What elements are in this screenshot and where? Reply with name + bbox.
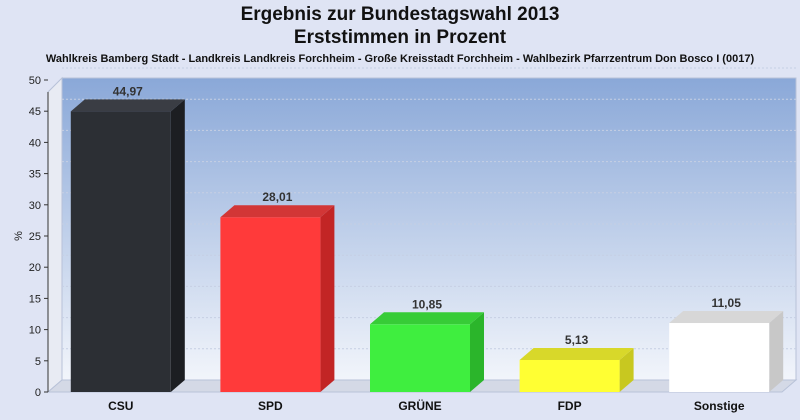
x-tick-label: CSU <box>108 399 133 413</box>
y-tick-label: 40 <box>29 137 41 149</box>
bar-top <box>70 99 185 112</box>
bar-front <box>370 324 470 392</box>
x-tick-label: FDP <box>558 399 582 413</box>
bar-front <box>519 359 620 392</box>
bar-sonstige <box>669 311 784 392</box>
y-tick-label: 15 <box>29 293 41 305</box>
y-tick-label: 0 <box>35 387 41 399</box>
bar-side <box>320 205 335 392</box>
value-label: 11,05 <box>712 296 742 310</box>
bar-fdp <box>519 347 634 392</box>
y-tick-label: 30 <box>29 200 41 212</box>
bar-grüne <box>370 312 484 392</box>
y-tick-label: 45 <box>29 106 41 118</box>
bar-spd <box>220 205 335 392</box>
y-tick-label: 35 <box>29 169 41 181</box>
bar-top <box>220 205 335 218</box>
y-tick-label: 5 <box>35 356 41 368</box>
y-tick-label: 50 <box>29 75 41 87</box>
y-axis-label: % <box>13 231 25 241</box>
bar-side <box>619 347 634 392</box>
chart-title-line1: Ergebnis zur Bundestagswahl 2013 <box>240 4 560 25</box>
value-label: 5,13 <box>565 333 589 347</box>
x-tick-label: SPD <box>258 399 283 413</box>
y-tick-label: 25 <box>29 231 41 243</box>
y-tick-label: 10 <box>29 325 41 337</box>
bar-side <box>170 99 185 392</box>
x-tick-label: GRÜNE <box>398 398 441 413</box>
bar-side <box>470 312 484 392</box>
bar-csu <box>70 99 185 392</box>
x-tick-label: Sonstige <box>694 399 745 413</box>
bar-top <box>669 311 784 324</box>
value-label: 10,85 <box>412 297 442 311</box>
bar-front <box>70 111 171 392</box>
plot-left-wall <box>47 76 63 394</box>
value-label: 44,97 <box>113 84 143 98</box>
chart-subtitle: Wahlkreis Bamberg Stadt - Landkreis Land… <box>45 53 755 65</box>
bar-top <box>519 347 634 360</box>
bar-top <box>370 312 484 325</box>
bar-front <box>220 217 321 392</box>
bar-side <box>769 311 784 392</box>
value-label: 28,01 <box>262 190 292 204</box>
chart-title-line2: Erststimmen in Prozent <box>293 27 507 48</box>
y-tick-label: 20 <box>29 262 41 274</box>
chart-title: Ergebnis zur Bundestagswahl 2013 Erststi… <box>0 3 800 49</box>
bar-front <box>669 323 770 392</box>
